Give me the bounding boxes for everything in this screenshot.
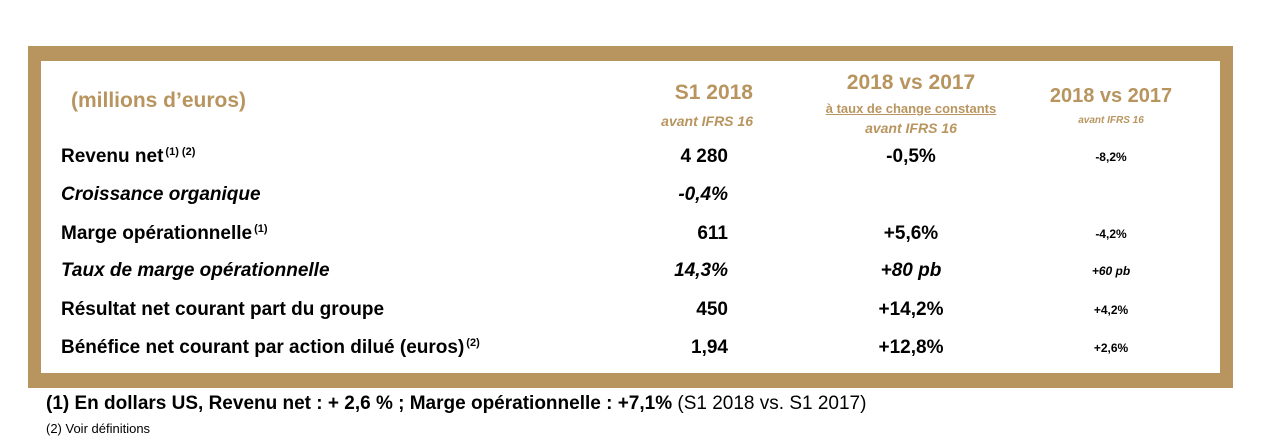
cell-s1-2018: 611 bbox=[697, 223, 728, 244]
cell-s1-2018: -0,4% bbox=[678, 184, 728, 205]
cell-s1-2018: 14,3% bbox=[674, 260, 728, 281]
row-label: Résultat net courant part du groupe bbox=[61, 299, 385, 320]
table-row: Résultat net courant part du groupe 450 … bbox=[41, 297, 1220, 327]
cell-reported: -8,2% bbox=[1095, 150, 1127, 164]
cell-s1-2018: 4 280 bbox=[680, 146, 728, 167]
table-frame: (millions d’euros) S1 2018 avant IFRS 16… bbox=[28, 46, 1233, 388]
table-row: Marge opérationnelle (1) 611 +5,6% -4,2% bbox=[41, 221, 1220, 251]
cell-reported: +2,6% bbox=[1093, 341, 1129, 355]
footnote-1: (1) En dollars US, Revenu net : + 2,6 % … bbox=[46, 393, 867, 414]
cell-constant-fx: +14,2% bbox=[878, 299, 944, 320]
column-header-s1-2018: S1 2018 bbox=[674, 81, 753, 104]
row-label: Revenu net (1) (2) bbox=[61, 146, 196, 167]
table-body: (millions d’euros) S1 2018 avant IFRS 16… bbox=[41, 61, 1220, 373]
column-header-reported: 2018 vs 2017 bbox=[1049, 85, 1173, 107]
cell-reported: +60 pb bbox=[1091, 264, 1131, 278]
column-subheader-s1-2018: avant IFRS 16 bbox=[661, 113, 753, 129]
row-label: Marge opérationnelle (1) bbox=[61, 223, 268, 244]
column-header-constant-fx: 2018 vs 2017 bbox=[846, 71, 976, 94]
table-title: (millions d’euros) bbox=[71, 89, 247, 112]
table-row: Bénéfice net courant par action dilué (e… bbox=[41, 335, 1220, 365]
footnote-2: (2) Voir définitions bbox=[46, 421, 151, 436]
row-label: Taux de marge opérationnelle bbox=[61, 260, 330, 281]
row-label: Bénéfice net courant par action dilué (e… bbox=[61, 337, 480, 358]
cell-s1-2018: 1,94 bbox=[691, 337, 728, 358]
column-subheader-constant-fx: à taux de change constants bbox=[825, 101, 997, 116]
cell-constant-fx: -0,5% bbox=[886, 146, 936, 167]
row-label: Croissance organique bbox=[61, 184, 261, 205]
cell-s1-2018: 450 bbox=[696, 299, 728, 320]
cell-reported: +4,2% bbox=[1093, 303, 1129, 317]
table-row: Revenu net (1) (2) 4 280 -0,5% -8,2% bbox=[41, 144, 1220, 174]
column-subheader-reported: avant IFRS 16 bbox=[1078, 115, 1144, 126]
cell-constant-fx: +5,6% bbox=[883, 223, 939, 244]
cell-constant-fx: +12,8% bbox=[878, 337, 944, 358]
cell-constant-fx: +80 pb bbox=[880, 260, 942, 281]
column-subheader-ifrs: avant IFRS 16 bbox=[865, 120, 957, 136]
cell-reported: -4,2% bbox=[1095, 227, 1127, 241]
table-row: Croissance organique -0,4% bbox=[41, 182, 1220, 212]
table-row: Taux de marge opérationnelle 14,3% +80 p… bbox=[41, 258, 1220, 288]
